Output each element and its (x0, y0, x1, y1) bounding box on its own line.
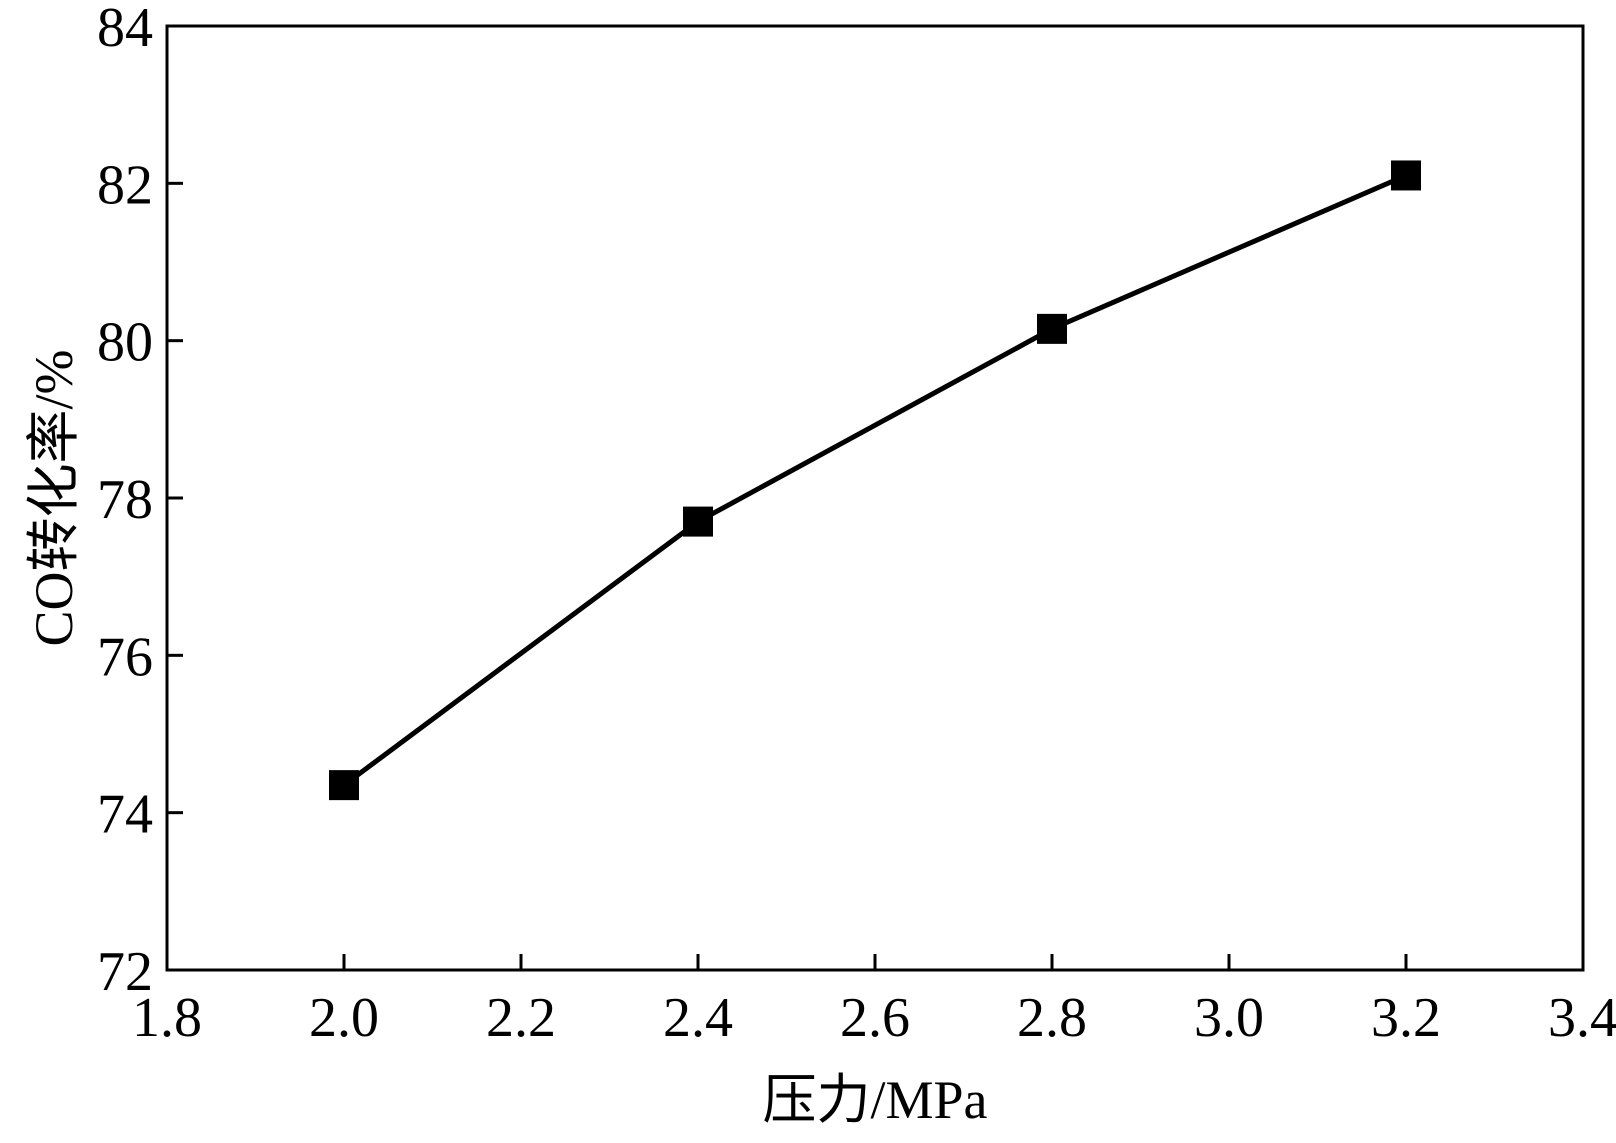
x-tick-label: 2.8 (1017, 987, 1087, 1049)
x-tick-label: 3.2 (1371, 987, 1441, 1049)
y-axis-ticks (167, 24, 183, 972)
y-tick-label: 76 (97, 626, 153, 688)
y-axis-title: CO转化率/% (24, 350, 84, 647)
x-tick-label: 2.0 (309, 987, 379, 1049)
plot-frame (165, 24, 1585, 972)
x-tick-label: 2.2 (486, 987, 556, 1049)
y-tick-label: 78 (97, 469, 153, 531)
x-tick-label: 3.0 (1194, 987, 1264, 1049)
x-tick-label: 2.6 (840, 987, 910, 1049)
x-axis-title: 压力/MPa (762, 1070, 987, 1130)
series-lines (342, 173, 1407, 788)
x-tick-label: 1.8 (132, 987, 202, 1049)
y-tick-label: 74 (97, 784, 153, 846)
data-point-marker (1391, 160, 1421, 191)
x-tick-label: 3.4 (1548, 987, 1616, 1049)
x-tick-label: 2.4 (663, 987, 733, 1049)
y-tick-label: 82 (97, 154, 153, 216)
y-tick-label: 72 (97, 941, 153, 1003)
y-axis-tick-labels: 72 74 76 78 80 82 84 (97, 0, 153, 1003)
data-point-marker (683, 506, 713, 537)
data-point-marker (329, 770, 359, 801)
y-tick-label: 84 (97, 0, 153, 59)
y-tick-label: 80 (97, 312, 153, 374)
series-markers (329, 160, 1421, 801)
data-point-marker (1037, 313, 1067, 344)
x-axis-tick-labels: 1.8 2.0 2.2 2.4 2.6 2.8 3.0 3.2 3.4 (132, 987, 1616, 1049)
series-line (342, 173, 1407, 788)
x-axis-ticks (165, 954, 1585, 970)
